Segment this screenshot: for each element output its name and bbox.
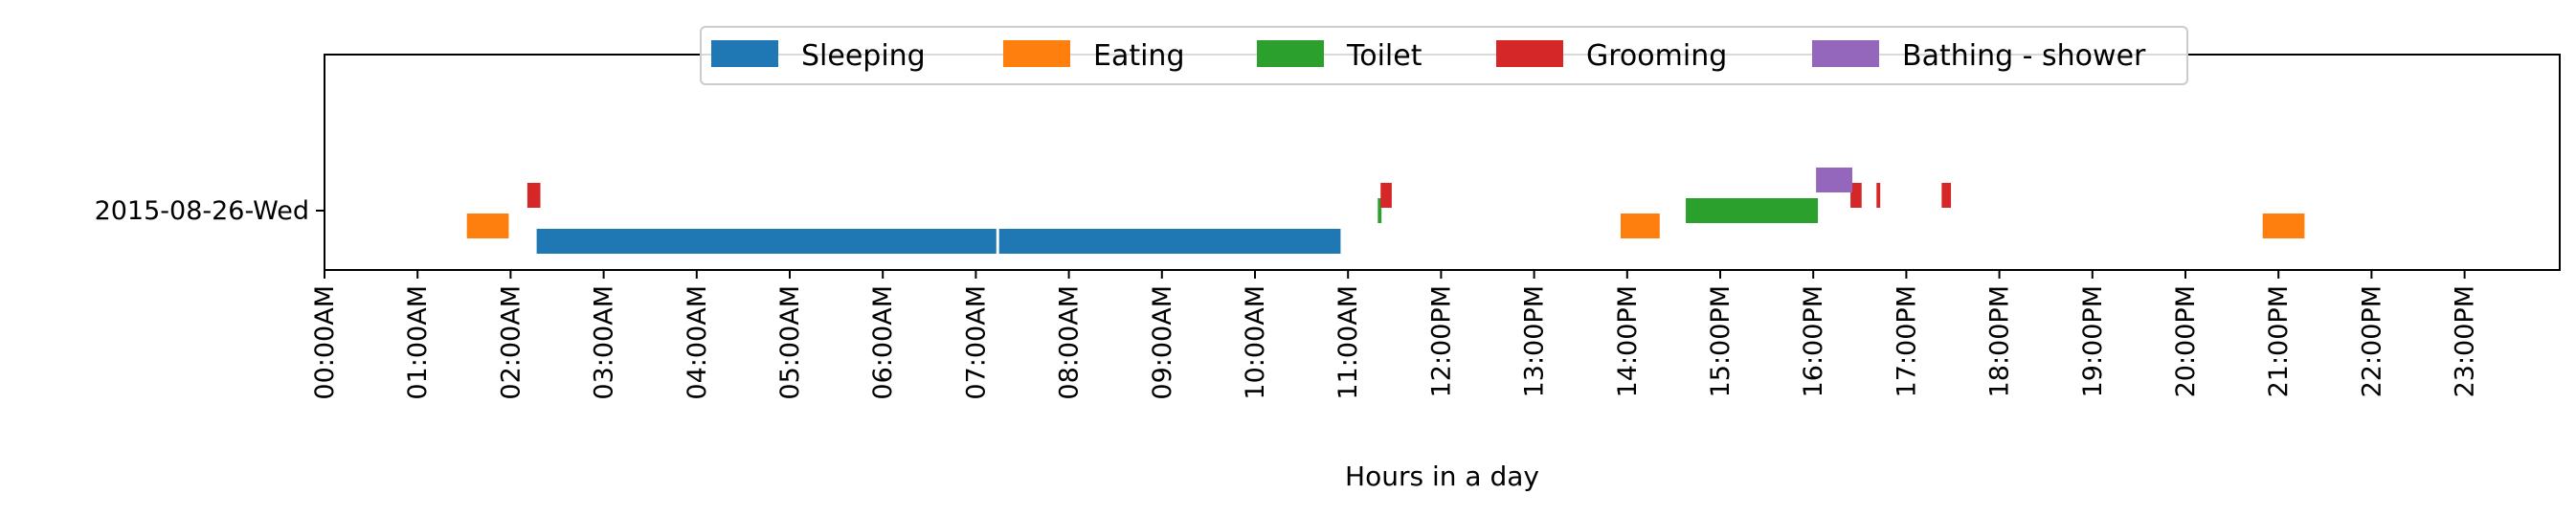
bar-grooming-2 — [1380, 183, 1392, 208]
x-tick-label: 19:00PM — [2078, 285, 2108, 397]
x-tick-label: 10:00AM — [1241, 285, 1270, 400]
y-axis: 2015-08-26-Wed — [95, 196, 325, 226]
x-tick-label: 11:00AM — [1333, 285, 1363, 400]
x-tick-label: 04:00AM — [683, 285, 712, 400]
bar-sleeping-1 — [536, 229, 997, 254]
bar-eating-1 — [466, 214, 509, 238]
bar-eating-2 — [1620, 214, 1660, 238]
x-tick-label: 21:00PM — [2264, 285, 2294, 397]
legend-label-toilet: Toilet — [1346, 39, 1422, 73]
bar-eating-3 — [2262, 214, 2305, 238]
x-tick-label: 02:00AM — [496, 285, 526, 400]
legend-swatch-toilet — [1257, 40, 1324, 67]
x-tick-label: 18:00PM — [1985, 285, 2015, 397]
x-tick-label: 16:00PM — [1799, 285, 1828, 397]
x-tick-label: 00:00AM — [310, 285, 340, 400]
x-tick-label: 05:00AM — [775, 285, 805, 400]
bar-grooming-4 — [1876, 183, 1881, 208]
legend-swatch-eating — [1003, 40, 1070, 67]
x-tick-label: 15:00PM — [1706, 285, 1736, 397]
legend-label-bathing-shower: Bathing - shower — [1902, 39, 2146, 73]
bar-toilet-1 — [1378, 198, 1382, 223]
plot-area — [466, 168, 2305, 254]
x-tick-label: 14:00PM — [1613, 285, 1643, 397]
legend-swatch-grooming — [1496, 40, 1563, 67]
bar-bathing-shower-1 — [1816, 168, 1853, 192]
x-tick-label: 22:00PM — [2357, 285, 2386, 397]
legend-label-eating: Eating — [1093, 39, 1185, 73]
x-axis-title: Hours in a day — [1345, 461, 1539, 492]
x-tick-label: 20:00PM — [2171, 285, 2201, 397]
x-tick-label: 06:00AM — [868, 285, 898, 400]
legend-label-grooming: Grooming — [1586, 39, 1727, 73]
x-axis: 00:00AM 01:00AM 02:00AM 03:00AM 04:00AM 05:00… — [310, 270, 2480, 400]
legend: Sleeping Eating Toilet Grooming Bathing - sh… — [700, 26, 2188, 85]
x-tick-label: 01:00AM — [403, 285, 433, 400]
bar-toilet-2 — [1686, 198, 1819, 223]
legend-label-sleeping: Sleeping — [801, 39, 926, 73]
legend-swatch-sleeping — [711, 40, 778, 67]
bar-sleeping-2 — [998, 229, 1341, 254]
x-tick-label: 09:00AM — [1148, 285, 1177, 400]
x-tick-label: 08:00AM — [1055, 285, 1085, 400]
x-tick-label: 03:00AM — [590, 285, 619, 400]
x-tick-label: 12:00PM — [1426, 285, 1456, 397]
x-tick-label: 23:00PM — [2451, 285, 2480, 397]
x-tick-label: 17:00PM — [1892, 285, 1921, 397]
bar-grooming-1 — [526, 183, 541, 208]
y-tick-label: 2015-08-26-Wed — [95, 196, 309, 226]
bar-grooming-3 — [1850, 183, 1862, 208]
legend-swatch-bathing-shower — [1812, 40, 1879, 67]
bar-grooming-5 — [1941, 183, 1952, 208]
x-tick-label: 07:00AM — [961, 285, 991, 400]
x-tick-label: 13:00PM — [1520, 285, 1550, 397]
